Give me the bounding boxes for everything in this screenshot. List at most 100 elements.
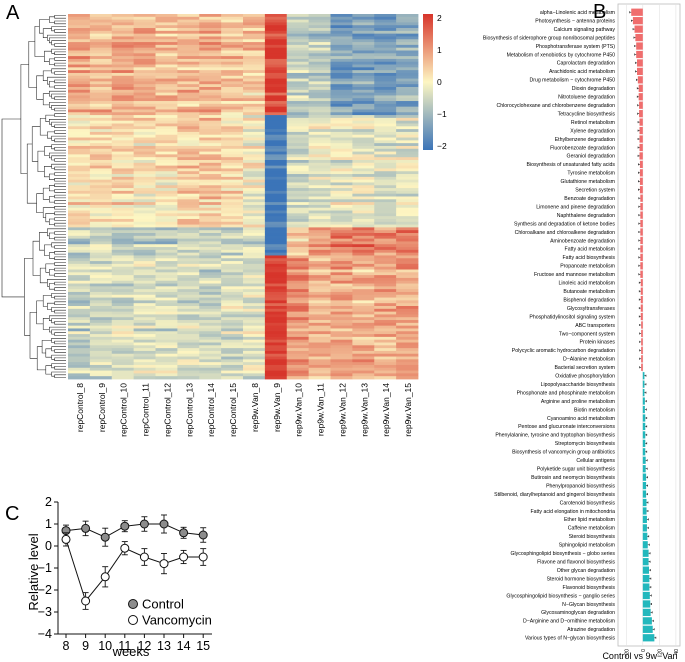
heatmap-cell xyxy=(199,182,222,186)
heatmap-cell xyxy=(133,67,156,71)
heatmap-cell xyxy=(330,306,353,310)
category-label: Sphingolipid metabolism xyxy=(559,543,615,549)
heatmap-cell xyxy=(133,249,156,254)
heatmap-cell xyxy=(396,129,419,133)
heatmap-cell xyxy=(221,140,244,144)
dendrogram-branch xyxy=(47,76,66,85)
heatmap-cell xyxy=(89,356,113,360)
heatmap-cell xyxy=(264,179,288,183)
heatmap-cell xyxy=(89,221,113,225)
heatmap-cell xyxy=(111,44,135,49)
dendrogram-branch xyxy=(54,231,66,235)
heatmap-cell xyxy=(396,224,419,228)
heatmap-cell xyxy=(243,210,266,214)
heatmap-cell xyxy=(308,171,331,175)
heatmap-cell xyxy=(243,67,266,71)
heatmap-cell xyxy=(111,131,135,136)
heatmap-cell xyxy=(374,179,397,183)
heatmap-cell xyxy=(396,87,419,91)
heatmap-cell xyxy=(221,325,244,329)
heatmap-cell xyxy=(155,308,178,313)
heatmap-cell xyxy=(155,247,178,251)
heatmap-cell xyxy=(396,157,419,161)
heatmap-cell xyxy=(111,362,135,366)
heatmap-cell xyxy=(133,182,156,186)
category-label: D−Arginine and D−ornithine metabolism xyxy=(523,619,615,625)
heatmap-cell xyxy=(374,174,397,178)
heatmap-cell xyxy=(221,25,244,29)
heatmap-cell xyxy=(133,87,156,91)
heatmap-cell xyxy=(155,126,178,130)
heatmap-cell xyxy=(177,98,200,102)
heatmap-cell xyxy=(243,364,266,369)
heatmap-cell xyxy=(221,367,244,371)
heatmap-cell xyxy=(308,283,331,287)
heatmap-cell xyxy=(286,325,310,329)
heatmap-cell xyxy=(155,277,178,282)
heatmap-cell xyxy=(111,370,135,374)
heatmap-cell xyxy=(308,322,331,327)
dendrogram-branch xyxy=(49,90,66,97)
category-label: Fatty acid metabolism xyxy=(565,247,615,253)
heatmap-cell xyxy=(177,308,200,313)
heatmap-cell xyxy=(177,255,200,259)
heatmap-cell xyxy=(199,92,222,96)
heatmap-cell xyxy=(133,145,156,150)
heatmap-cell xyxy=(396,213,419,217)
heatmap-cell xyxy=(330,87,353,91)
heatmap-cell xyxy=(155,252,178,256)
category-label: Cyanoamino acid metabolism xyxy=(547,416,615,422)
heatmap-cell xyxy=(111,193,135,197)
bar xyxy=(640,253,643,261)
heatmap-cell xyxy=(177,89,200,94)
heatmap-cell xyxy=(286,230,310,234)
heatmap-cell xyxy=(264,30,288,35)
heatmap-cell xyxy=(264,328,288,332)
heatmap-cell xyxy=(286,171,310,175)
heatmap-cell xyxy=(374,325,397,329)
heatmap-cell xyxy=(396,272,419,276)
heatmap-cell xyxy=(396,370,419,374)
heatmap-cell xyxy=(352,308,375,313)
heatmap-cell xyxy=(352,247,375,251)
heatmap-cell xyxy=(352,277,375,282)
heatmap-cell xyxy=(177,283,200,287)
heatmap-cell xyxy=(68,89,91,94)
heatmap-panel: repControl_8 repControl_9 repControl_10 rep… xyxy=(1,13,447,437)
heatmap-cell xyxy=(155,317,178,321)
heatmap-cell xyxy=(199,202,222,206)
heatmap-cell xyxy=(155,53,178,57)
heatmap-cell xyxy=(396,92,419,96)
heatmap-cell xyxy=(133,199,156,203)
heatmap-cell xyxy=(286,241,310,245)
heatmap-cell xyxy=(308,280,331,284)
heatmap-cell xyxy=(396,50,419,54)
heatmap-cell xyxy=(286,137,310,141)
heatmap-cell xyxy=(155,331,178,335)
heatmap-cell xyxy=(264,336,288,341)
heatmap-cell xyxy=(243,224,266,228)
heatmap-cell xyxy=(221,348,244,352)
heatmap-cell xyxy=(199,233,222,237)
heatmap-cell xyxy=(352,171,375,175)
heatmap-cell xyxy=(199,252,222,256)
heatmap-cell xyxy=(133,14,156,18)
heatmap-cell xyxy=(199,280,222,284)
heatmap-cell xyxy=(177,272,200,276)
heatmap-cell xyxy=(286,255,310,259)
heatmap-cell xyxy=(374,348,397,352)
heatmap-cell xyxy=(133,95,156,99)
heatmap-cell xyxy=(68,131,91,136)
heatmap-cell xyxy=(89,317,113,321)
dendrogram-branch xyxy=(44,166,52,178)
heatmap-cell xyxy=(155,140,178,144)
heatmap-cell xyxy=(199,22,222,26)
heatmap-cell xyxy=(111,81,135,85)
bar xyxy=(642,558,649,566)
heatmap-cell xyxy=(308,112,331,116)
heatmap-cell xyxy=(396,115,419,119)
heatmap-cell xyxy=(374,364,397,369)
heatmap-cell xyxy=(111,272,135,276)
heatmap-cell xyxy=(308,75,331,79)
heatmap-cell xyxy=(264,291,288,296)
